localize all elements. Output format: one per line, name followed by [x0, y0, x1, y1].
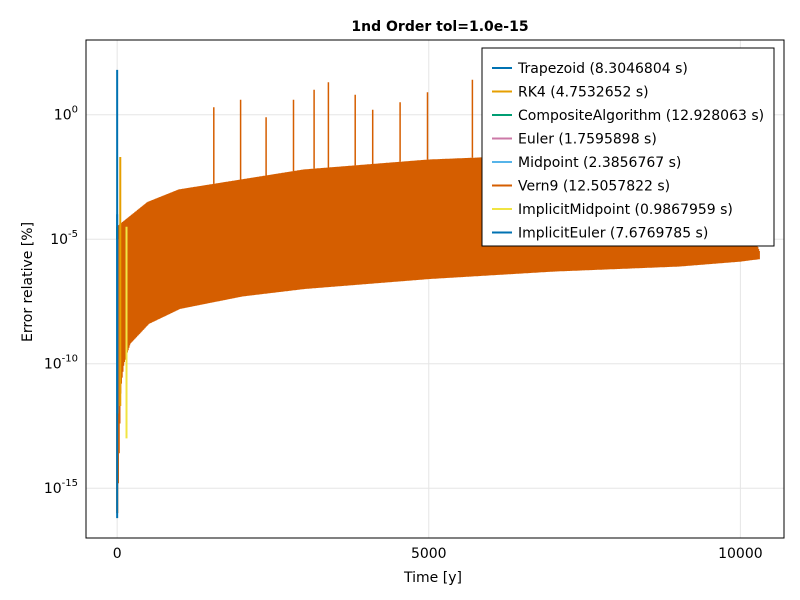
y-tick-label: 10-15: [44, 478, 78, 497]
legend-entry: CompositeAlgorithm (12.928063 s): [518, 108, 764, 124]
legend-entry: ImplicitEuler (7.6769785 s): [518, 226, 708, 242]
legend-entry: Vern9 (12.5057822 s): [518, 179, 670, 195]
legend: Trapezoid (8.3046804 s) RK4 (4.7532652 s)…: [481, 47, 775, 247]
x-tick-label: 0: [113, 546, 122, 562]
x-axis: 0 5000 10000: [113, 546, 763, 562]
x-tick-label: 5000: [411, 546, 447, 562]
y-tick-label: 10-5: [50, 229, 78, 248]
x-axis-label: Time [y]: [403, 570, 462, 586]
legend-entry: Trapezoid (8.3046804 s): [517, 61, 688, 77]
y-tick-label: 100: [54, 105, 78, 124]
legend-entry: Euler (1.7595898 s): [518, 132, 657, 148]
x-tick-label: 10000: [718, 546, 763, 562]
legend-box: [481, 47, 775, 247]
y-axis-label: Error relative [%]: [20, 222, 36, 342]
y-axis: 100 10-5 10-10 10-15: [44, 105, 78, 498]
plot-frame: [85, 39, 785, 539]
y-tick-label: 10-10: [44, 354, 78, 373]
chart-title: 1nd Order tol=1.0e-15: [351, 19, 528, 35]
legend-entry: RK4 (4.7532652 s): [518, 85, 649, 101]
legend-entry: Midpoint (2.3856767 s): [518, 155, 681, 171]
legend-entry: ImplicitMidpoint (0.9867959 s): [518, 202, 733, 218]
